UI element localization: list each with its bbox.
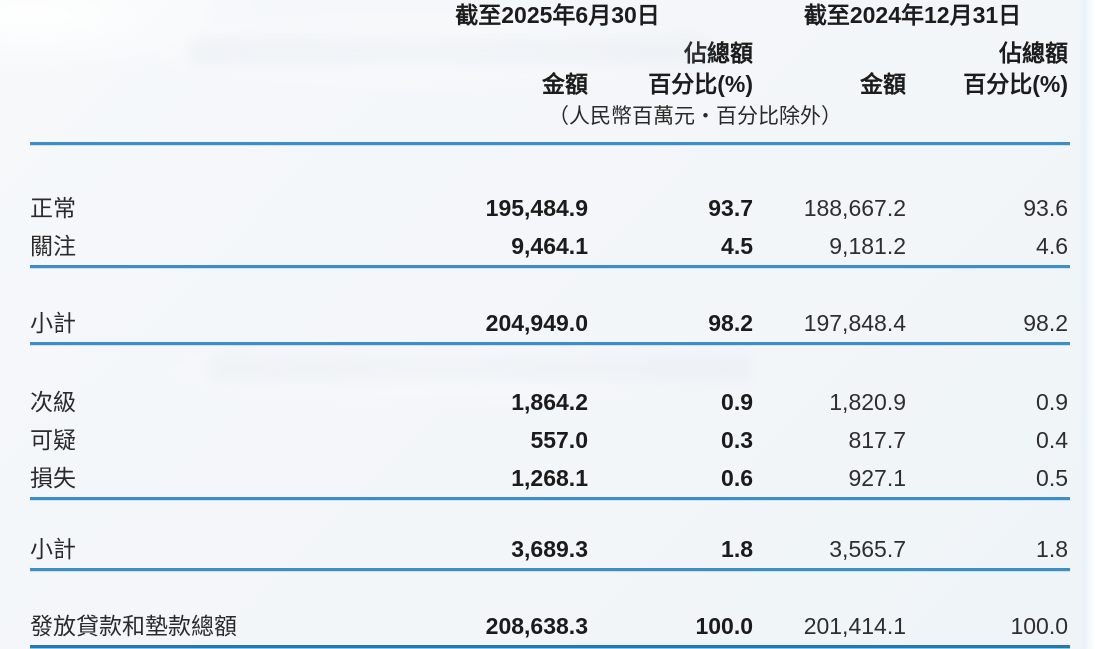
cell-label: 正常 bbox=[30, 194, 76, 221]
cell-label: 可疑 bbox=[30, 426, 76, 453]
cell-amount-2024: 1,820.9 bbox=[829, 388, 907, 415]
cell-pct-2024: 0.9 bbox=[1036, 388, 1069, 415]
cell-pct-2025: 98.2 bbox=[590, 304, 756, 345]
header-percent-2024: 百分比(%) bbox=[963, 70, 1069, 97]
table-header: 截至2025年6月30日 截至2024年12月31日 佔總額 佔總額 金額 百分… bbox=[30, 0, 1071, 145]
cell-amount-2025: 3,689.3 bbox=[360, 530, 590, 571]
cell-amount-2025: 557.0 bbox=[530, 426, 588, 453]
cell-pct-2025: 0.3 bbox=[721, 426, 754, 453]
table-row-special-mention: 關注 9,464.1 4.5 9,181.2 4.6 bbox=[30, 227, 1071, 268]
cell-label: 關注 bbox=[30, 227, 360, 268]
header-period-2025: 截至2025年6月30日 bbox=[455, 2, 660, 28]
cell-amount-2024: 817.7 bbox=[848, 426, 907, 453]
cell-label: 小計 bbox=[30, 304, 360, 345]
cell-pct-2024: 0.4 bbox=[1036, 426, 1069, 453]
cell-pct-2025: 4.5 bbox=[590, 227, 756, 268]
cell-pct-2024: 93.6 bbox=[1023, 194, 1069, 221]
header-percent-2025: 百分比(%) bbox=[648, 70, 754, 97]
cell-label: 小計 bbox=[30, 530, 360, 571]
cell-amount-2025: 1,268.1 bbox=[360, 459, 590, 500]
header-empty-cell bbox=[30, 0, 360, 38]
cell-pct-2025: 93.7 bbox=[708, 194, 754, 221]
cell-label: 發放貸款和墊款總額 bbox=[30, 607, 360, 648]
cell-amount-2025: 208,638.3 bbox=[360, 607, 590, 648]
section-gap bbox=[30, 499, 1070, 531]
header-period-row: 截至2025年6月30日 截至2024年12月31日 bbox=[30, 0, 1070, 38]
cell-amount-2024: 9,181.2 bbox=[755, 227, 909, 268]
table-row-subtotal-performing: 小計 204,949.0 98.2 197,848.4 98.2 bbox=[30, 304, 1071, 345]
cell-amount-2025: 204,949.0 bbox=[360, 304, 590, 345]
section-gap bbox=[30, 344, 1070, 384]
header-empty-cell bbox=[30, 38, 360, 68]
cell-amount-2025: 1,864.2 bbox=[511, 388, 588, 415]
table-body: 正常 195,484.9 93.7 188,667.2 93.6 關注 9,46… bbox=[30, 144, 1071, 648]
cell-amount-2024: 927.1 bbox=[755, 459, 909, 500]
header-empty-cell bbox=[755, 38, 908, 68]
cell-label: 損失 bbox=[30, 459, 360, 500]
loan-classification-table: 截至2025年6月30日 截至2024年12月31日 佔總額 佔總額 金額 百分… bbox=[30, 0, 1071, 648]
header-amount-2025: 金額 bbox=[542, 70, 588, 97]
cell-amount-2024: 197,848.4 bbox=[755, 304, 909, 345]
cell-amount-2025: 9,464.1 bbox=[360, 227, 590, 268]
cell-pct-2025: 0.6 bbox=[590, 459, 756, 500]
cell-pct-2024: 0.5 bbox=[908, 459, 1071, 500]
cell-pct-2025: 100.0 bbox=[590, 607, 756, 648]
cell-pct-2025: 0.9 bbox=[721, 388, 754, 415]
cell-amount-2024: 188,667.2 bbox=[803, 194, 907, 221]
cell-amount-2024: 201,414.1 bbox=[755, 607, 909, 648]
header-share-2024: 佔總額 bbox=[999, 39, 1069, 66]
section-gap bbox=[30, 267, 1070, 305]
header-period-2024: 截至2024年12月31日 bbox=[803, 2, 1022, 28]
cell-pct-2024: 4.6 bbox=[908, 227, 1071, 268]
header-share-row: 佔總額 佔總額 bbox=[30, 38, 1070, 68]
section-gap bbox=[30, 144, 1070, 190]
table-row-subtotal-npl: 小計 3,689.3 1.8 3,565.7 1.8 bbox=[30, 530, 1071, 571]
cell-pct-2024: 1.8 bbox=[908, 530, 1071, 571]
header-note-row: （人民幣百萬元・百分比除外） bbox=[30, 100, 1071, 145]
table-row-total-loans: 發放貸款和墊款總額 208,638.3 100.0 201,414.1 100.… bbox=[30, 607, 1071, 648]
table-row-doubtful: 可疑 557.0 0.3 817.7 0.4 bbox=[30, 421, 1070, 459]
header-amount-2024: 金額 bbox=[860, 70, 907, 97]
table-row-loss: 損失 1,268.1 0.6 927.1 0.5 bbox=[30, 459, 1071, 500]
table-row-substandard: 次級 1,864.2 0.9 1,820.9 0.9 bbox=[30, 383, 1070, 421]
table-row-normal: 正常 195,484.9 93.7 188,667.2 93.6 bbox=[30, 189, 1070, 227]
header-empty-cell bbox=[30, 68, 360, 100]
page-edge bbox=[1079, 0, 1095, 649]
cell-amount-2025: 195,484.9 bbox=[485, 194, 588, 221]
header-empty-cell bbox=[360, 38, 590, 68]
cell-amount-2024: 3,565.7 bbox=[755, 530, 909, 571]
unit-note: （人民幣百萬元・百分比除外） bbox=[360, 100, 1071, 145]
section-gap bbox=[30, 570, 1070, 608]
header-columns-row: 金額 百分比(%) 金額 百分比(%) bbox=[30, 68, 1070, 100]
cell-pct-2024: 98.2 bbox=[908, 304, 1071, 345]
cell-label: 次級 bbox=[30, 388, 76, 415]
header-empty-cell bbox=[30, 100, 360, 145]
cell-pct-2025: 1.8 bbox=[590, 530, 756, 571]
cell-pct-2024: 100.0 bbox=[908, 607, 1071, 648]
header-share-2025: 佔總額 bbox=[684, 39, 754, 66]
